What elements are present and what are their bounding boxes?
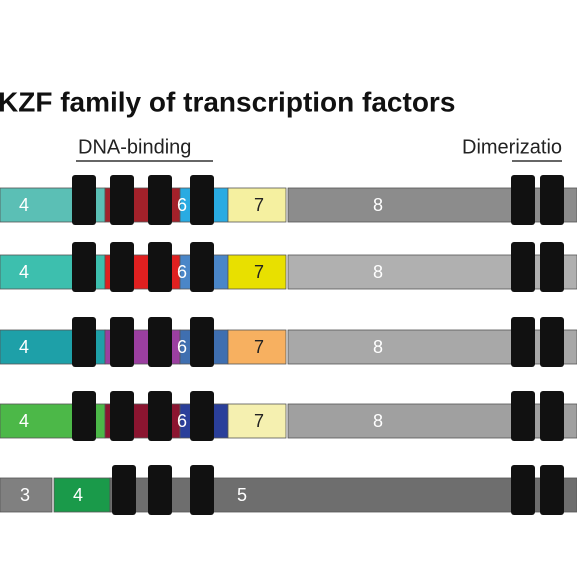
zinc-finger (511, 317, 535, 367)
zinc-finger (190, 242, 214, 292)
zinc-finger (72, 391, 96, 441)
zinc-finger (540, 317, 564, 367)
exon-label: 8 (373, 195, 383, 215)
zinc-finger (148, 465, 172, 515)
zinc-finger (148, 317, 172, 367)
zinc-finger (110, 317, 134, 367)
isoforms: 45678456784567845678345 (0, 175, 577, 515)
exon-label: 3 (20, 485, 30, 505)
zinc-finger (540, 242, 564, 292)
zinc-finger (511, 465, 535, 515)
domain-label: DNA-binding (78, 136, 191, 158)
exon-label: 6 (177, 262, 187, 282)
exon (227, 403, 287, 439)
zinc-finger (148, 242, 172, 292)
exon-label: 6 (177, 411, 187, 431)
exon (227, 187, 287, 223)
zinc-finger (190, 391, 214, 441)
domain-label: Dimerizatio (462, 136, 562, 158)
exon-label: 7 (254, 337, 264, 357)
zinc-finger (190, 175, 214, 225)
exon-label: 8 (373, 337, 383, 357)
zinc-finger (72, 317, 96, 367)
exon (0, 477, 53, 513)
zinc-finger (190, 317, 214, 367)
exon-label: 8 (373, 262, 383, 282)
zinc-finger (72, 242, 96, 292)
zinc-finger (540, 391, 564, 441)
exon (227, 329, 287, 365)
exon-label: 4 (73, 485, 83, 505)
zinc-finger (110, 242, 134, 292)
exon-label: 4 (19, 337, 29, 357)
title: KZF family of transcription factors (0, 86, 455, 117)
exon (227, 254, 287, 290)
zinc-finger (511, 391, 535, 441)
exon-label: 6 (177, 337, 187, 357)
exon-label: 7 (254, 411, 264, 431)
exon-label: 4 (19, 195, 29, 215)
zinc-finger (148, 175, 172, 225)
exon-label: 7 (254, 195, 264, 215)
exon-label: 4 (19, 262, 29, 282)
zinc-finger (148, 391, 172, 441)
zinc-finger (540, 465, 564, 515)
zinc-finger (511, 175, 535, 225)
exon-label: 6 (177, 195, 187, 215)
zinc-finger (110, 391, 134, 441)
zinc-finger (190, 465, 214, 515)
exon-label: 5 (237, 485, 247, 505)
exon-label: 8 (373, 411, 383, 431)
exon (109, 477, 577, 513)
zinc-finger (112, 465, 136, 515)
zinc-finger (511, 242, 535, 292)
exon-label: 7 (254, 262, 264, 282)
zinc-finger (110, 175, 134, 225)
zinc-finger (540, 175, 564, 225)
zinc-finger (72, 175, 96, 225)
exon-label: 4 (19, 411, 29, 431)
